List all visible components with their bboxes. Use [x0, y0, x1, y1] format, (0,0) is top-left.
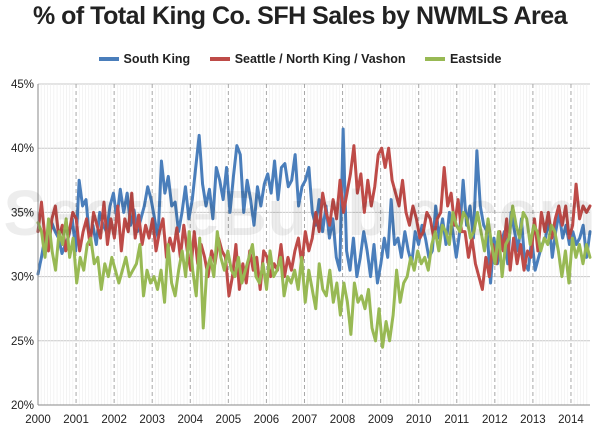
legend-label-seattle: Seattle / North King / Vashon [234, 52, 406, 66]
x-tick-label: 2011 [444, 414, 469, 426]
axes: 20% 25% 30% 35% 40% 45% 2000 2001 2002 2003 2004 20… [11, 79, 590, 426]
legend-swatch-eastside [425, 56, 446, 61]
y-tick-label: 45% [11, 79, 34, 91]
x-tick-label: 2008 [330, 414, 356, 426]
x-tick-label: 2014 [558, 414, 584, 426]
x-tick-label: 2000 [25, 414, 51, 426]
series-lines [36, 127, 592, 349]
x-tick-label: 2003 [139, 414, 165, 426]
x-tick-label: 2001 [63, 414, 89, 426]
x-tick-label: 2002 [101, 414, 127, 426]
legend: South King Seattle / North King / Vashon… [0, 52, 600, 66]
y-tick-label: 20% [11, 400, 34, 412]
x-tick-label: 2010 [406, 414, 432, 426]
legend-label-eastside: Eastside [450, 52, 502, 66]
x-tick-label: 2009 [368, 414, 394, 426]
legend-swatch-seattle [209, 56, 230, 61]
chart-title: % of Total King Co. SFH Sales by NWMLS A… [32, 2, 568, 30]
y-tick-label: 35% [11, 207, 34, 219]
series-line-eastside [36, 204, 592, 349]
legend-item-eastside: Eastside [425, 52, 501, 66]
x-tick-label: 2012 [482, 414, 508, 426]
x-tick-label: 2004 [177, 414, 203, 426]
legend-label-south-king: South King [123, 52, 191, 66]
x-tick-label: 2005 [216, 414, 242, 426]
y-tick-label: 30% [11, 272, 34, 284]
legend-item-seattle: Seattle / North King / Vashon [209, 52, 406, 66]
x-tick-label: 2007 [292, 414, 318, 426]
y-tick-label: 40% [11, 143, 34, 155]
x-tick-label: 2013 [520, 414, 546, 426]
x-tick-label: 2006 [254, 414, 280, 426]
legend-swatch-south-king [98, 56, 119, 61]
y-tick-label: 25% [11, 336, 34, 348]
legend-item-south-king: South King [98, 52, 191, 66]
